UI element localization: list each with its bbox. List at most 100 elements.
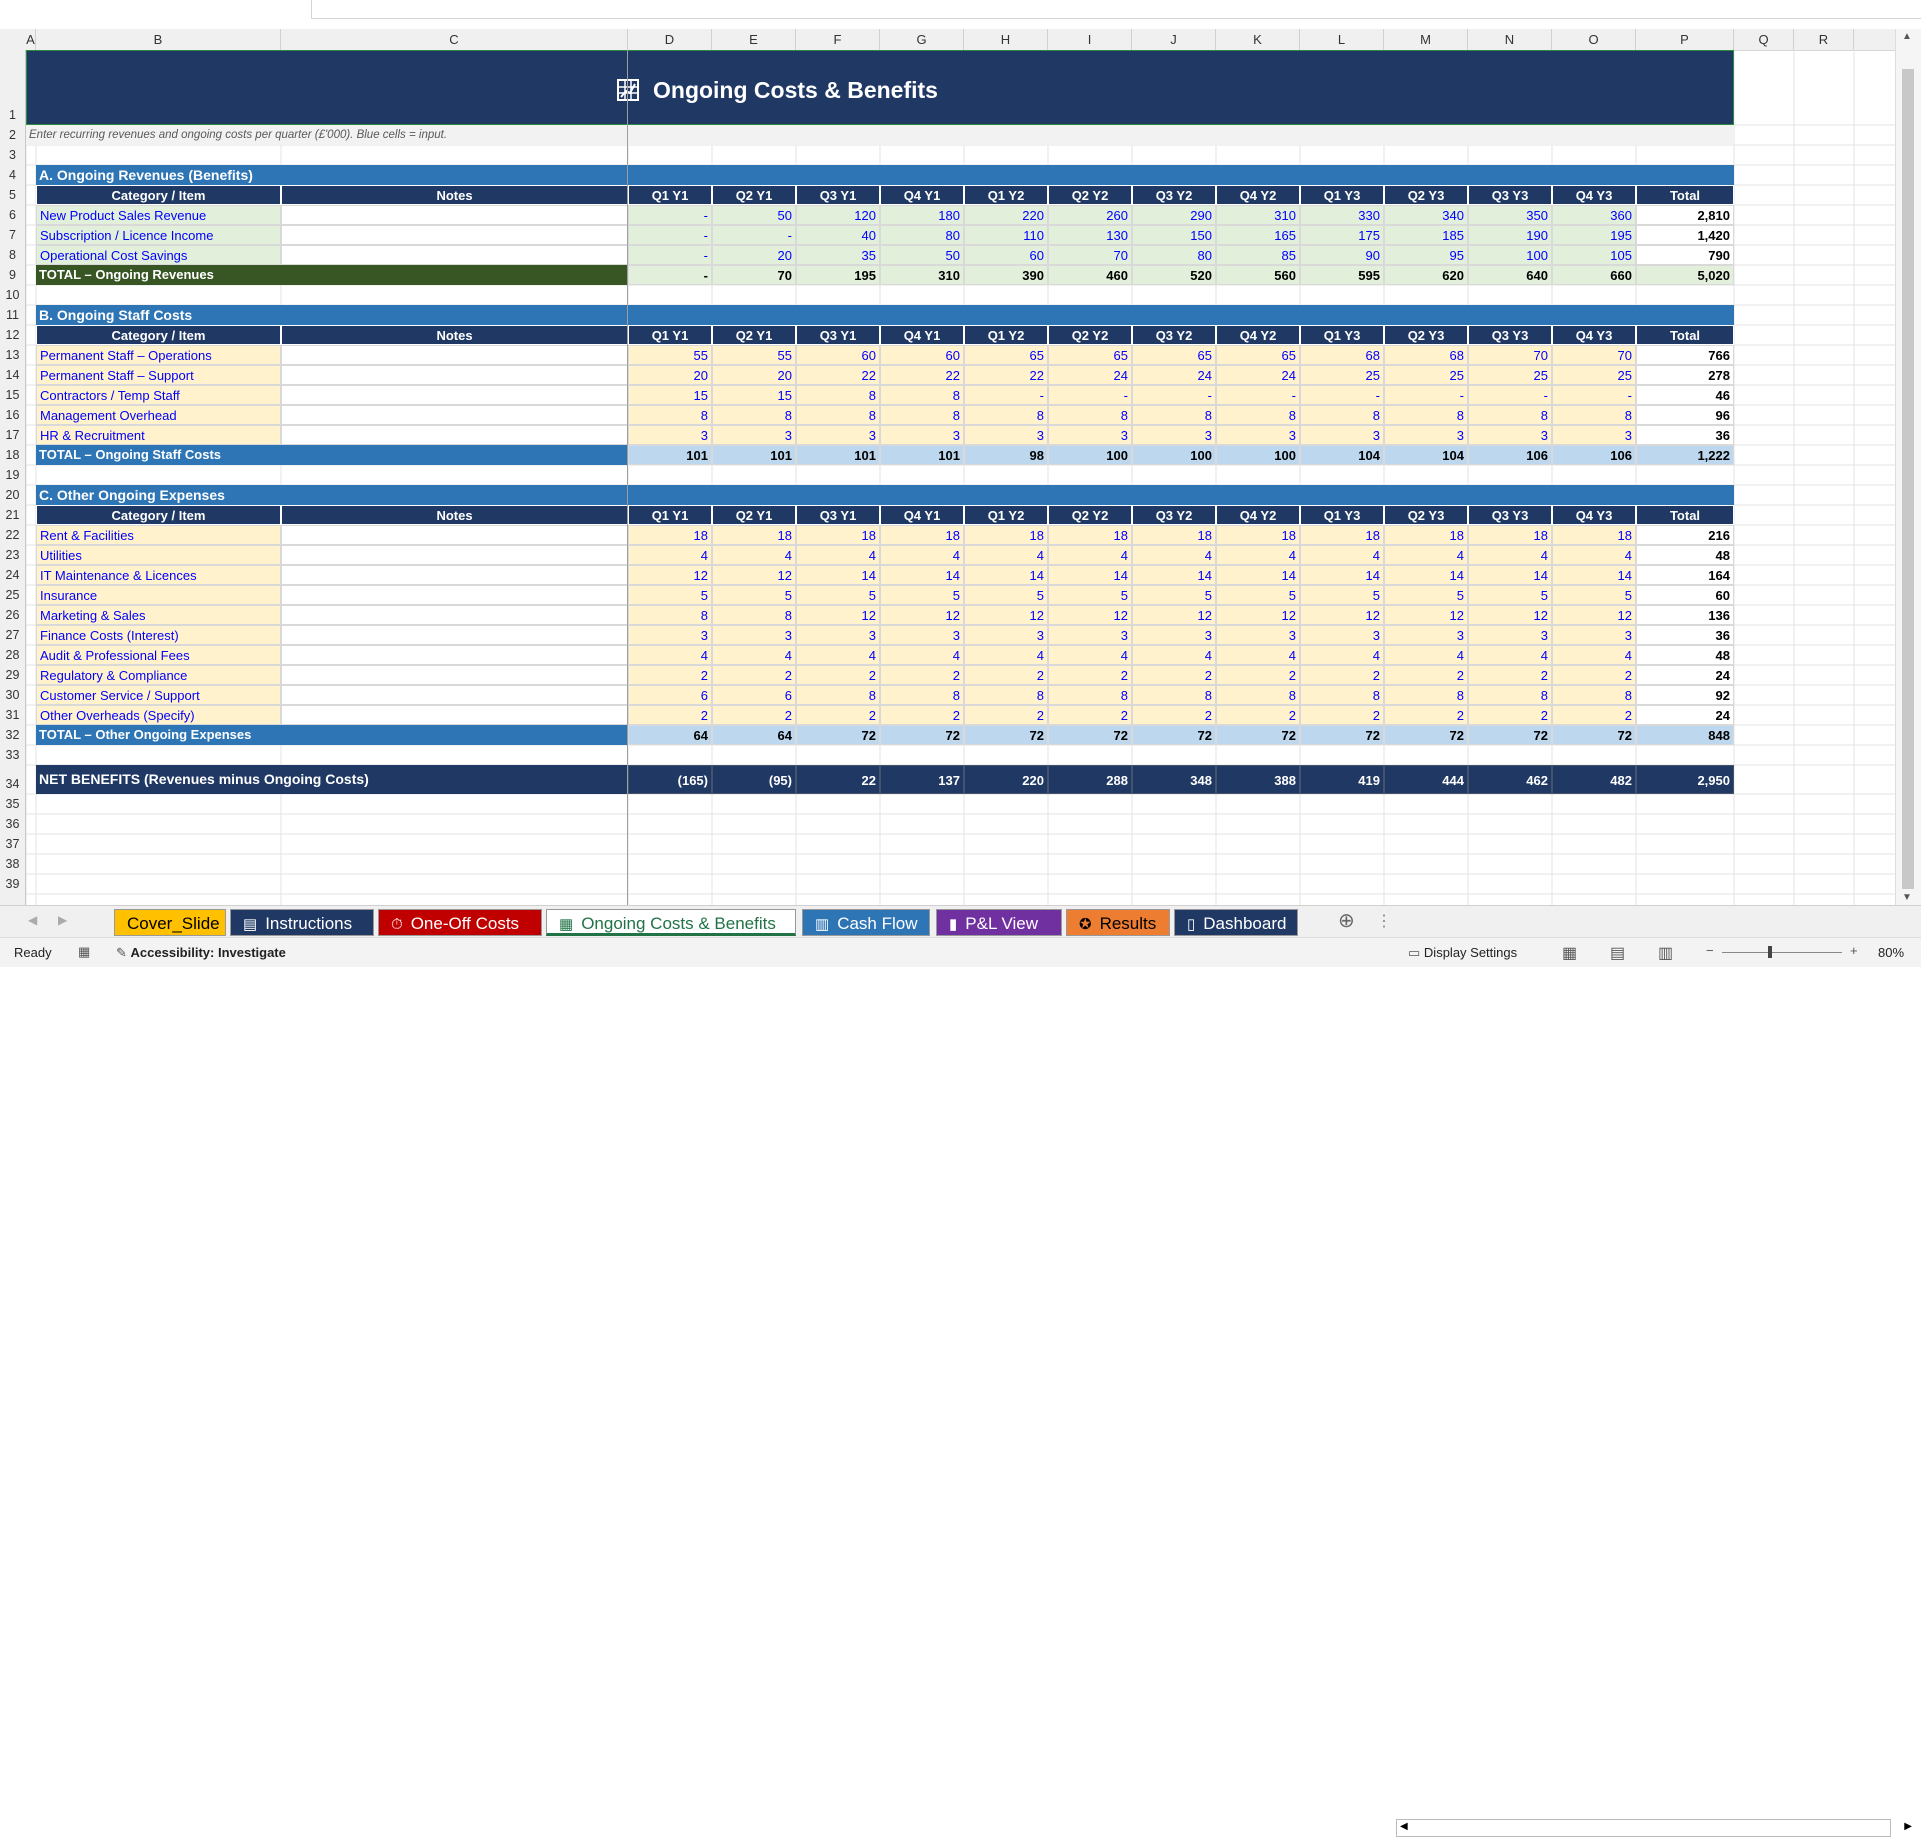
section-total-value[interactable]: 98 xyxy=(964,445,1048,465)
input-value-cell[interactable]: 4 xyxy=(796,645,880,665)
row-header-26[interactable]: 26 xyxy=(5,608,20,622)
row-header-4[interactable]: 4 xyxy=(9,168,16,182)
input-value-cell[interactable]: 3 xyxy=(880,625,964,645)
input-value-cell[interactable]: 110 xyxy=(964,225,1048,245)
input-value-cell[interactable]: 3 xyxy=(1216,625,1300,645)
more-options-icon[interactable]: ⋮ xyxy=(1376,913,1392,930)
notes-cell[interactable] xyxy=(281,625,628,645)
input-value-cell[interactable]: 2 xyxy=(964,665,1048,685)
input-value-cell[interactable]: 18 xyxy=(1384,525,1468,545)
net-benefits-value[interactable]: 220 xyxy=(964,765,1048,794)
line-item-label[interactable]: Rent & Facilities xyxy=(36,525,281,545)
section-total-value[interactable]: 101 xyxy=(880,445,964,465)
notes-cell[interactable] xyxy=(281,665,628,685)
row-header-5[interactable]: 5 xyxy=(9,188,16,202)
row-header-12[interactable]: 12 xyxy=(5,328,20,342)
input-value-cell[interactable]: 2 xyxy=(1132,665,1216,685)
input-value-cell[interactable]: 8 xyxy=(796,385,880,405)
row-header-16[interactable]: 16 xyxy=(5,408,20,422)
input-value-cell[interactable]: 14 xyxy=(1552,565,1636,585)
input-value-cell[interactable]: - xyxy=(1048,385,1132,405)
row-header-32[interactable]: 32 xyxy=(5,728,20,742)
section-total-value[interactable]: 72 xyxy=(1300,725,1384,745)
net-benefits-value[interactable]: 348 xyxy=(1132,765,1216,794)
column-header-p[interactable]: P xyxy=(1636,29,1734,50)
input-value-cell[interactable]: 55 xyxy=(628,345,712,365)
input-value-cell[interactable]: 2 xyxy=(880,705,964,725)
column-header-k[interactable]: K xyxy=(1216,29,1300,50)
row-total-cell[interactable]: 96 xyxy=(1636,405,1734,425)
input-value-cell[interactable]: 4 xyxy=(712,645,796,665)
column-header-b[interactable]: B xyxy=(36,29,281,50)
input-value-cell[interactable]: 3 xyxy=(880,425,964,445)
line-item-label[interactable]: Management Overhead xyxy=(36,405,281,425)
input-value-cell[interactable]: 3 xyxy=(1132,425,1216,445)
row-header-33[interactable]: 33 xyxy=(5,748,20,762)
tab-p-l-view[interactable]: ▮ P&L View xyxy=(936,909,1062,936)
input-value-cell[interactable]: 175 xyxy=(1300,225,1384,245)
input-value-cell[interactable]: 8 xyxy=(712,405,796,425)
input-value-cell[interactable]: 55 xyxy=(712,345,796,365)
row-total-cell[interactable]: 24 xyxy=(1636,665,1734,685)
section-total-value[interactable]: 106 xyxy=(1468,445,1552,465)
section-grand-total[interactable]: 5,020 xyxy=(1636,265,1734,285)
section-total-value[interactable]: 100 xyxy=(1048,445,1132,465)
column-header-r[interactable]: R xyxy=(1794,29,1854,50)
section-total-value[interactable]: 560 xyxy=(1216,265,1300,285)
section-total-value[interactable]: 460 xyxy=(1048,265,1132,285)
section-total-value[interactable]: 620 xyxy=(1384,265,1468,285)
input-value-cell[interactable]: 340 xyxy=(1384,205,1468,225)
row-header-10[interactable]: 10 xyxy=(5,288,20,302)
input-value-cell[interactable]: 12 xyxy=(796,605,880,625)
column-header-f[interactable]: F xyxy=(796,29,880,50)
column-header-h[interactable]: H xyxy=(964,29,1048,50)
input-value-cell[interactable]: 8 xyxy=(628,605,712,625)
section-total-value[interactable]: 72 xyxy=(1132,725,1216,745)
input-value-cell[interactable]: 65 xyxy=(1132,345,1216,365)
input-value-cell[interactable]: 12 xyxy=(1384,605,1468,625)
row-header-3[interactable]: 3 xyxy=(9,148,16,162)
column-header-m[interactable]: M xyxy=(1384,29,1468,50)
section-total-value[interactable]: 72 xyxy=(796,725,880,745)
row-header-23[interactable]: 23 xyxy=(5,548,20,562)
net-benefits-value[interactable]: 288 xyxy=(1048,765,1132,794)
row-total-cell[interactable]: 1,420 xyxy=(1636,225,1734,245)
input-value-cell[interactable]: 35 xyxy=(796,245,880,265)
input-value-cell[interactable]: 6 xyxy=(628,685,712,705)
input-value-cell[interactable]: 12 xyxy=(1048,605,1132,625)
line-item-label[interactable]: Regulatory & Compliance xyxy=(36,665,281,685)
net-benefits-value[interactable]: (165) xyxy=(628,765,712,794)
input-value-cell[interactable]: 2 xyxy=(1216,705,1300,725)
input-value-cell[interactable]: 5 xyxy=(1132,585,1216,605)
line-item-label[interactable]: Other Overheads (Specify) xyxy=(36,705,281,725)
input-value-cell[interactable]: 3 xyxy=(1048,425,1132,445)
notes-cell[interactable] xyxy=(281,205,628,225)
input-value-cell[interactable]: 4 xyxy=(628,645,712,665)
row-header-22[interactable]: 22 xyxy=(5,528,20,542)
input-value-cell[interactable]: 60 xyxy=(880,345,964,365)
input-value-cell[interactable]: 14 xyxy=(964,565,1048,585)
section-total-value[interactable]: 104 xyxy=(1300,445,1384,465)
input-value-cell[interactable]: 4 xyxy=(964,545,1048,565)
input-value-cell[interactable]: 12 xyxy=(1300,605,1384,625)
worksheet-grid[interactable]: Ongoing Costs & Benefits Enter recurring… xyxy=(26,50,1895,905)
section-total-value[interactable]: 100 xyxy=(1216,445,1300,465)
input-value-cell[interactable]: 4 xyxy=(628,545,712,565)
section-total-value[interactable]: 101 xyxy=(796,445,880,465)
scroll-up-icon[interactable]: ▲ xyxy=(1902,31,1912,42)
input-value-cell[interactable]: 12 xyxy=(1132,605,1216,625)
input-value-cell[interactable]: 12 xyxy=(1216,605,1300,625)
row-total-cell[interactable]: 790 xyxy=(1636,245,1734,265)
net-benefits-value[interactable]: 444 xyxy=(1384,765,1468,794)
row-header-28[interactable]: 28 xyxy=(5,648,20,662)
notes-cell[interactable] xyxy=(281,565,628,585)
input-value-cell[interactable]: 3 xyxy=(1384,625,1468,645)
input-value-cell[interactable]: 12 xyxy=(1552,605,1636,625)
column-header-c[interactable]: C xyxy=(281,29,628,50)
row-total-cell[interactable]: 60 xyxy=(1636,585,1734,605)
input-value-cell[interactable]: 3 xyxy=(1300,425,1384,445)
input-value-cell[interactable]: 8 xyxy=(1468,685,1552,705)
input-value-cell[interactable]: 4 xyxy=(1552,545,1636,565)
input-value-cell[interactable]: 70 xyxy=(1552,345,1636,365)
column-header-i[interactable]: I xyxy=(1048,29,1132,50)
